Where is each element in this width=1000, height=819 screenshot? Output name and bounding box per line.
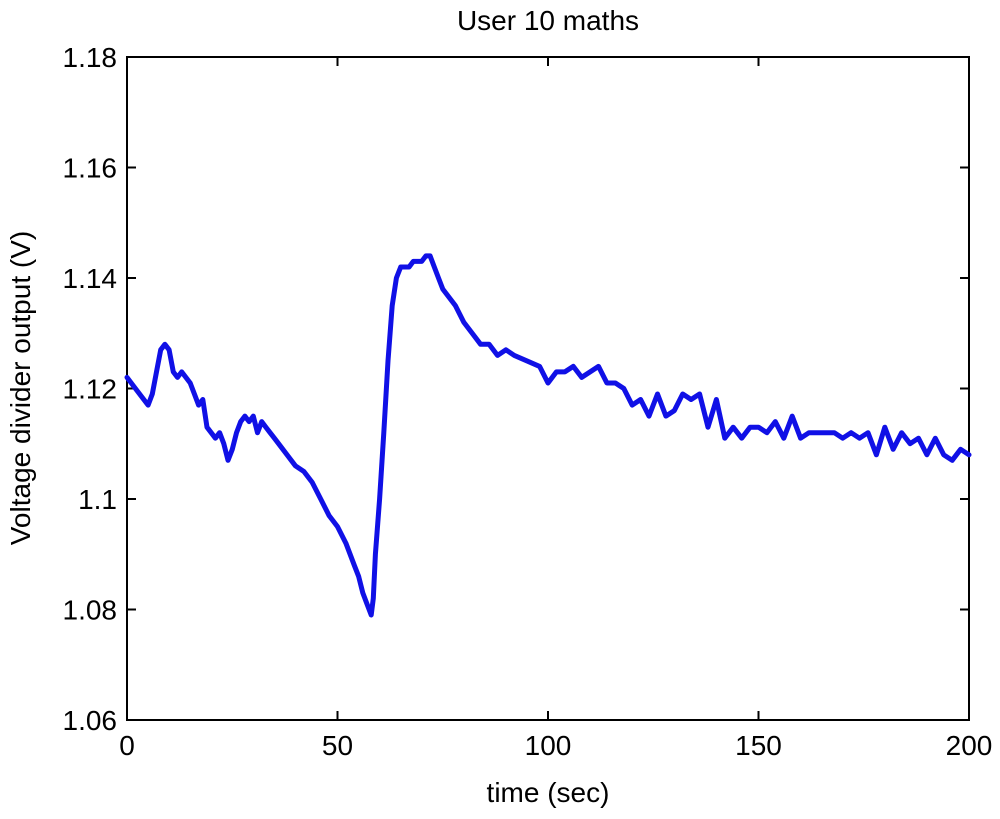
chart-title: User 10 maths [457, 5, 639, 36]
x-tick-label: 0 [119, 730, 135, 761]
y-tick-label: 1.12 [63, 374, 118, 405]
x-tick-label: 150 [735, 730, 782, 761]
y-axis-title: Voltage divider output (V) [5, 231, 36, 545]
y-tick-label: 1.1 [78, 484, 117, 515]
x-axis-title: time (sec) [487, 777, 610, 808]
y-tick-label: 1.06 [63, 705, 118, 736]
x-tick-label: 50 [322, 730, 353, 761]
x-tick-label: 200 [946, 730, 993, 761]
y-tick-label: 1.14 [63, 263, 118, 294]
x-tick-label: 100 [525, 730, 572, 761]
series-line [124, 253, 972, 618]
y-tick-label: 1.16 [63, 153, 118, 184]
y-tick-label: 1.18 [63, 42, 118, 73]
y-tick-label: 1.08 [63, 595, 118, 626]
